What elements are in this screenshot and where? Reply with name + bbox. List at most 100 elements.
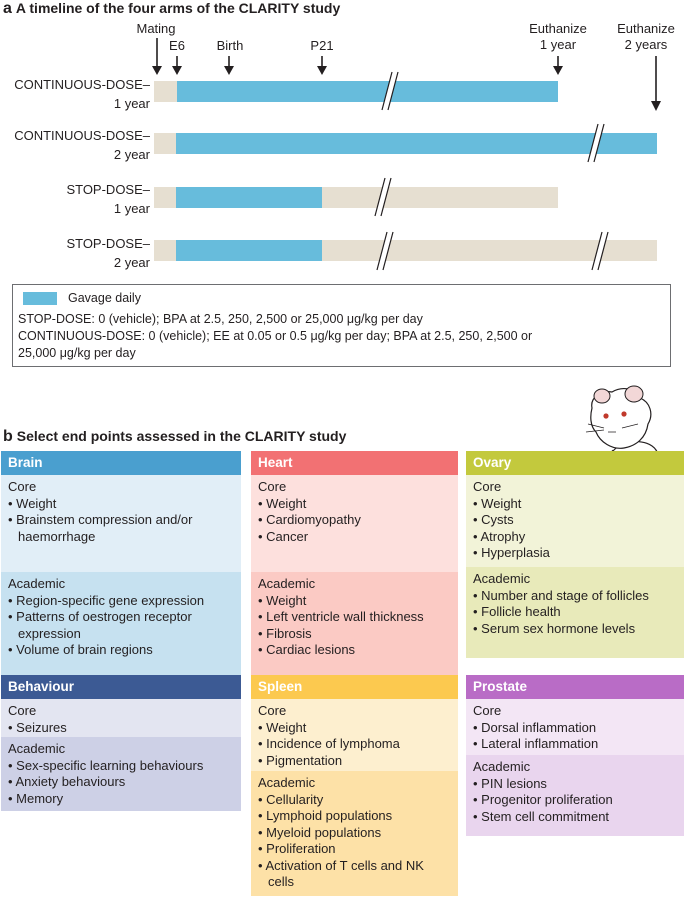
list-item: Follicle health: [473, 604, 677, 621]
list-item: Memory: [8, 791, 234, 808]
arm-label-stop-1y: STOP-DOSE– 1 year: [0, 180, 150, 218]
birth-arrowhead: [224, 66, 234, 75]
card-heart: Heart Core Weight Cardiomyopathy Cancer …: [251, 451, 458, 681]
list-item: Cellularity: [258, 792, 451, 809]
list-item: Proliferation: [258, 841, 451, 858]
list-item: Patterns of oestrogen receptor expressio…: [8, 609, 234, 642]
list-item: PIN lesions: [473, 776, 677, 793]
core-label: Core: [258, 703, 287, 718]
segment-dose: [177, 81, 558, 102]
list-item: Myeloid populations: [258, 825, 451, 842]
card-spleen-academic: Academic Cellularity Lymphoid population…: [251, 771, 458, 896]
event-birth: Birth: [216, 38, 244, 53]
segment-dose: [176, 187, 322, 208]
arm-label-line2: 1 year: [113, 96, 150, 111]
list-item: Atrophy: [473, 529, 677, 546]
legend-stop-dose-text: STOP-DOSE: 0 (vehicle); BPA at 2.5, 250,…: [18, 312, 423, 326]
arm-label-line2: 2 year: [113, 255, 150, 270]
panel-a-letter: a: [3, 0, 12, 17]
list-item: Weight: [473, 496, 677, 513]
bar-stop-2y: [154, 240, 657, 261]
legend-continuous-dose-text-cont: 25,000 μg/kg per day: [18, 346, 136, 360]
break-mark: [374, 177, 392, 217]
arm-label-line1: CONTINUOUS-DOSE–: [14, 77, 150, 92]
timeline-graphic: [152, 38, 661, 271]
event-euthanize-2y: Euthanize 2 years: [610, 21, 682, 53]
card-prostate-academic: Academic PIN lesions Progenitor prolifer…: [466, 755, 684, 836]
arm-label-stop-2y: STOP-DOSE– 2 year: [0, 234, 150, 272]
academic-label: Academic: [258, 576, 316, 591]
panel-b-letter: b: [3, 428, 13, 445]
event-euthanize-1y-line1: Euthanize: [529, 21, 587, 36]
event-euthanize-2y-line2: 2 years: [624, 37, 668, 52]
segment-dose: [176, 240, 322, 261]
arm-label-continuous-2y: CONTINUOUS-DOSE– 2 year: [0, 126, 150, 164]
list-item: Weight: [8, 496, 234, 513]
segment-no-dose: [154, 240, 176, 261]
list-item: Weight: [258, 496, 451, 513]
academic-label: Academic: [473, 759, 531, 774]
segment-no-dose: [322, 240, 657, 261]
mating-arrowhead: [152, 66, 162, 75]
list-item: Progenitor proliferation: [473, 792, 677, 809]
card-behaviour: Behaviour Core Seizures Academic Sex-spe…: [1, 675, 241, 811]
card-heart-title: Heart: [251, 451, 458, 475]
list-item: Dorsal inflammation: [473, 720, 677, 737]
list-item: Lateral inflammation: [473, 736, 677, 753]
panel-b-title: b Select end points assessed in the CLARI…: [3, 428, 346, 446]
break-mark: [591, 231, 609, 271]
card-ovary-core: Core Weight Cysts Atrophy Hyperplasia: [466, 475, 684, 567]
card-brain-title: Brain: [1, 451, 241, 475]
list-item: Volume of brain regions: [8, 642, 234, 659]
list-item: Stem cell commitment: [473, 809, 677, 826]
segment-no-dose: [322, 187, 558, 208]
card-ovary-title: Ovary: [466, 451, 684, 475]
bar-continuous-1y: [154, 81, 558, 102]
list-item: Cardiac lesions: [258, 642, 451, 659]
segment-no-dose: [154, 187, 176, 208]
bar-stop-1y: [154, 187, 558, 208]
list-item: Fibrosis: [258, 626, 451, 643]
card-prostate-title: Prostate: [466, 675, 684, 699]
academic-label: Academic: [8, 741, 66, 756]
list-item: Cancer: [258, 529, 451, 546]
card-behaviour-title: Behaviour: [1, 675, 241, 699]
event-euthanize-1y-line2: 1 year: [539, 37, 577, 52]
segment-dose: [176, 133, 657, 154]
arm-label-continuous-1y: CONTINUOUS-DOSE– 1 year: [0, 75, 150, 113]
arm-label-line1: STOP-DOSE–: [66, 236, 150, 251]
card-spleen-core: Core Weight Incidence of lymphoma Pigmen…: [251, 699, 458, 771]
list-item: Lymphoid populations: [258, 808, 451, 825]
core-label: Core: [8, 479, 37, 494]
e6-arrowhead: [172, 66, 182, 75]
list-item: Cardiomyopathy: [258, 512, 451, 529]
card-prostate-core: Core Dorsal inflammation Lateral inflamm…: [466, 699, 684, 755]
card-spleen: Spleen Core Weight Incidence of lymphoma…: [251, 675, 458, 896]
academic-label: Academic: [8, 576, 66, 591]
core-label: Core: [8, 703, 37, 718]
rat-ear-left: [593, 388, 611, 404]
academic-label: Academic: [258, 775, 316, 790]
arm-label-line1: STOP-DOSE–: [66, 182, 150, 197]
list-item: Incidence of lymphoma: [258, 736, 451, 753]
list-item: Cysts: [473, 512, 677, 529]
segment-no-dose: [154, 133, 176, 154]
card-prostate: Prostate Core Dorsal inflammation Latera…: [466, 675, 684, 836]
event-e6: E6: [169, 38, 185, 53]
list-item: Anxiety behaviours: [8, 774, 234, 791]
segment-no-dose: [154, 81, 177, 102]
rat-eye-right: [621, 411, 627, 417]
event-arrows: [152, 38, 661, 111]
axis-breaks: [374, 71, 609, 271]
list-item: Seizures: [8, 720, 234, 737]
list-item: Weight: [258, 720, 451, 737]
core-label: Core: [473, 703, 502, 718]
list-item: Activation of T cells and NK cells: [258, 858, 451, 891]
legend-swatch-gavage: [23, 292, 57, 305]
card-heart-core: Core Weight Cardiomyopathy Cancer: [251, 475, 458, 572]
legend-box: Gavage daily STOP-DOSE: 0 (vehicle); BPA…: [12, 284, 671, 367]
break-mark: [381, 71, 399, 111]
list-item: Hyperplasia: [473, 545, 677, 562]
core-label: Core: [258, 479, 287, 494]
